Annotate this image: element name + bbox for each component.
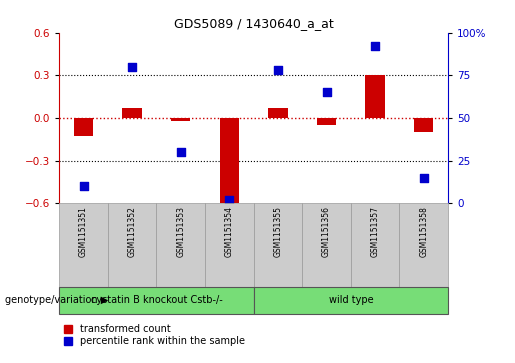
Text: GSM1151355: GSM1151355 (273, 206, 282, 257)
Bar (317, 118, 336, 125)
Title: GDS5089 / 1430640_a_at: GDS5089 / 1430640_a_at (174, 17, 334, 30)
Point (225, 197, 233, 203)
Text: GSM1151351: GSM1151351 (79, 206, 88, 257)
Point (371, 44, 379, 49)
Text: GSM1151358: GSM1151358 (419, 206, 428, 257)
Bar (253, 203, 302, 287)
Point (128, 64, 136, 70)
Point (79, 183, 88, 189)
Point (274, 67, 282, 73)
Text: GSM1151357: GSM1151357 (371, 206, 380, 257)
Bar (351, 203, 400, 287)
Bar (205, 203, 253, 287)
Bar (302, 203, 351, 287)
Point (177, 149, 185, 155)
Bar (59, 287, 253, 314)
Bar (219, 118, 239, 203)
Text: GSM1151356: GSM1151356 (322, 206, 331, 257)
Bar (400, 203, 448, 287)
Text: genotype/variation ▶: genotype/variation ▶ (5, 295, 108, 305)
Bar (74, 118, 93, 136)
Bar (123, 108, 142, 118)
Bar (268, 108, 288, 118)
Text: GSM1151353: GSM1151353 (176, 206, 185, 257)
Bar (157, 203, 205, 287)
Bar (414, 118, 434, 132)
Bar (366, 76, 385, 118)
Legend: transformed count, percentile rank within the sample: transformed count, percentile rank withi… (64, 324, 245, 346)
Text: wild type: wild type (329, 295, 373, 305)
Bar (253, 287, 448, 314)
Text: GSM1151352: GSM1151352 (128, 206, 136, 257)
Bar (59, 203, 108, 287)
Point (322, 90, 331, 95)
Bar (171, 118, 191, 121)
Point (420, 175, 428, 181)
Text: GSM1151354: GSM1151354 (225, 206, 234, 257)
Bar (108, 203, 157, 287)
Text: cystatin B knockout Cstb-/-: cystatin B knockout Cstb-/- (91, 295, 222, 305)
